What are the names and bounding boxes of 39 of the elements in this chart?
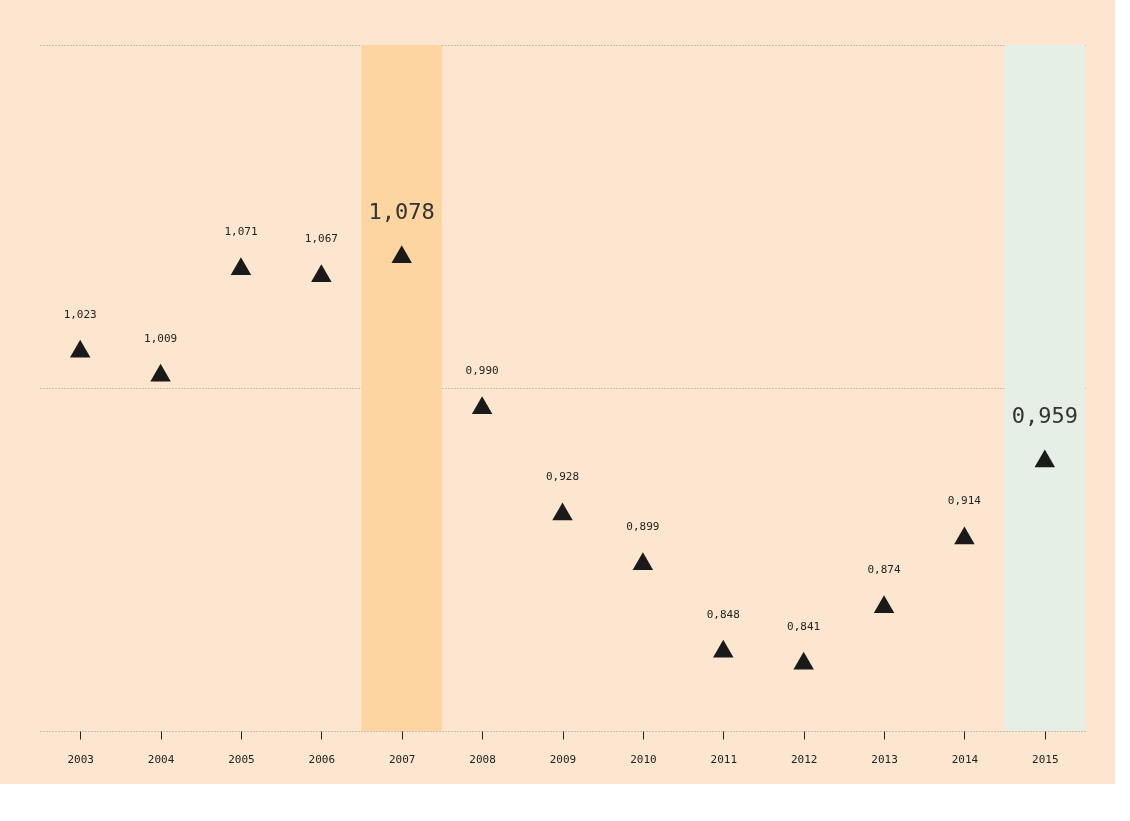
x-tick-label: 2003 (67, 752, 94, 766)
point (391, 245, 412, 264)
point (873, 595, 895, 613)
data-label: 1,009 (144, 331, 178, 345)
data-label: 0,928 (545, 470, 580, 484)
data-label: 0,848 (706, 607, 740, 621)
data-label: 0,914 (947, 494, 982, 508)
point (793, 651, 814, 670)
data-label: 0,990 (465, 364, 499, 378)
data-label: 0,959 (1011, 403, 1078, 429)
point (69, 339, 91, 358)
point (311, 264, 332, 282)
point (471, 396, 493, 415)
point (632, 552, 654, 571)
point (713, 639, 734, 658)
x-tick-label: 2005 (228, 752, 255, 766)
x-tick-label: 2013 (871, 752, 898, 766)
x-tick-label: 2014 (951, 752, 979, 766)
point (552, 502, 573, 521)
data-label: 1,071 (224, 225, 258, 239)
point (954, 526, 975, 545)
data-label: 1,078 (368, 199, 435, 225)
data-label: 1,067 (304, 232, 338, 246)
x-tick-label: 2010 (630, 752, 657, 766)
x-tick-label: 2004 (147, 752, 175, 766)
x-tick-label: 2011 (710, 752, 738, 766)
data-label: 0,899 (626, 520, 660, 534)
x-tick-label: 2006 (308, 752, 336, 766)
data-label: 0,874 (867, 563, 901, 577)
x-tick-label: 2007 (388, 752, 416, 766)
point (1034, 449, 1056, 468)
point (230, 257, 252, 276)
x-tick-label: 2015 (1032, 752, 1059, 766)
x-tick-label: 2008 (469, 752, 496, 766)
data-label: 1,023 (63, 307, 97, 321)
x-tick-label: 2009 (549, 752, 577, 766)
point (150, 363, 171, 382)
data-label: 0,841 (787, 619, 821, 633)
x-tick-label: 2012 (790, 752, 818, 766)
